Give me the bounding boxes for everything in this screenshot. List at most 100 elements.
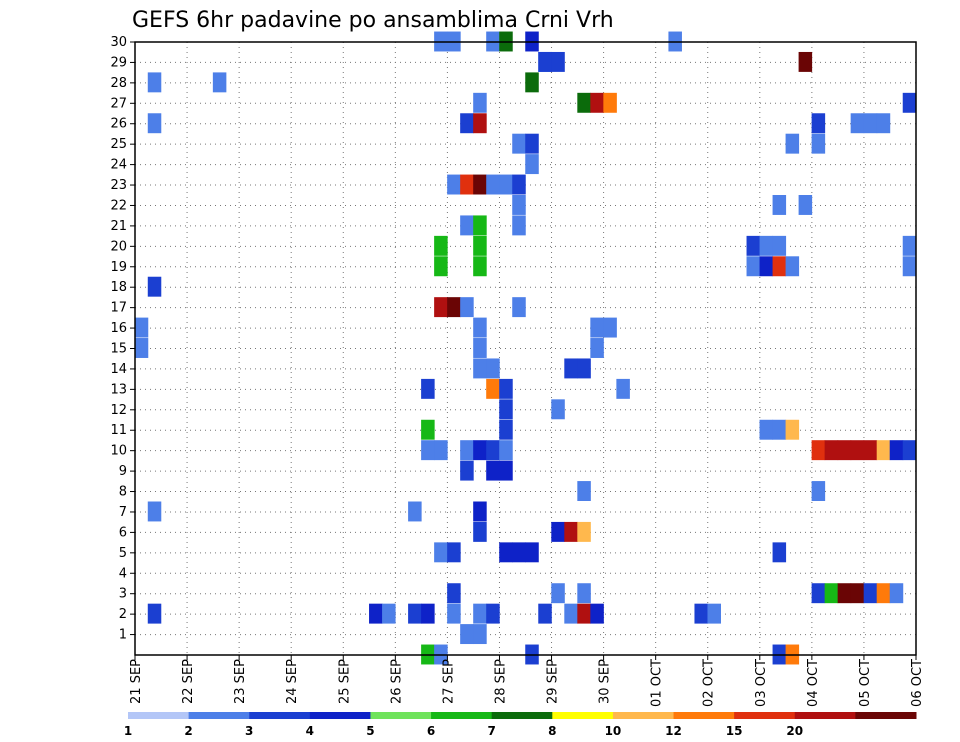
- legend-label: 10: [605, 724, 622, 738]
- legend-swatch: [431, 712, 493, 719]
- heat-cell: [408, 501, 422, 522]
- legend-swatch: [855, 712, 917, 719]
- y-tick-label: 18: [110, 280, 127, 295]
- heat-cell: [434, 440, 448, 461]
- heat-cell: [473, 624, 487, 645]
- heat-cell: [837, 440, 852, 461]
- heat-cell: [486, 378, 500, 399]
- legend-label: 6: [427, 724, 435, 738]
- y-tick-label: 27: [110, 96, 127, 111]
- heat-cell: [486, 358, 500, 379]
- y-axis: 1234567891011121314151617181920212223242…: [110, 35, 135, 643]
- heat-cell: [551, 521, 565, 542]
- y-tick-label: 5: [119, 546, 127, 561]
- heat-cell: [746, 235, 761, 256]
- heat-cell: [785, 256, 800, 277]
- legend-swatch: [188, 712, 250, 719]
- heat-cell: [486, 603, 500, 624]
- heat-cell: [551, 583, 565, 604]
- heat-cell: [902, 440, 917, 461]
- legend-swatch: [128, 712, 190, 719]
- heat-cell: [902, 235, 917, 256]
- heat-cell: [421, 378, 435, 399]
- legend-label: 7: [488, 724, 496, 738]
- heat-cell: [772, 419, 787, 440]
- heat-cell: [811, 113, 826, 134]
- heat-cell: [486, 440, 500, 461]
- heat-cell: [147, 276, 162, 297]
- heat-cell: [499, 542, 513, 563]
- heat-cell: [434, 256, 448, 277]
- y-tick-label: 4: [119, 566, 127, 581]
- y-tick-label: 7: [119, 505, 127, 520]
- heat-cell: [824, 583, 839, 604]
- legend-swatch: [673, 712, 735, 719]
- heat-cell: [603, 317, 617, 338]
- y-tick-label: 21: [110, 219, 127, 234]
- legend-swatch: [612, 712, 675, 719]
- y-tick-label: 28: [110, 76, 127, 91]
- heat-cell: [369, 603, 383, 624]
- heat-cell: [499, 174, 513, 195]
- heat-cell: [512, 215, 526, 236]
- y-tick-label: 9: [119, 464, 127, 479]
- y-tick-label: 8: [119, 485, 127, 500]
- heat-cell: [421, 419, 435, 440]
- x-tick-label: 26 SEP: [389, 659, 404, 704]
- heat-cell: [473, 603, 487, 624]
- heat-cell: [473, 92, 487, 113]
- heat-cell: [902, 256, 917, 277]
- heat-cell: [616, 378, 630, 399]
- heat-cell: [785, 133, 800, 154]
- y-tick-label: 1: [119, 628, 127, 643]
- heat-cell: [863, 113, 878, 134]
- legend-swatch: [491, 712, 553, 719]
- heat-cell: [460, 215, 474, 236]
- x-tick-label: 02 OCT: [702, 659, 717, 707]
- legend-label: 15: [726, 724, 743, 738]
- heat-cell: [577, 603, 591, 624]
- heat-cell: [486, 174, 500, 195]
- legend-label: 1: [124, 724, 132, 738]
- heat-cell: [876, 113, 891, 134]
- heat-cell: [473, 235, 487, 256]
- heat-cell: [590, 92, 604, 113]
- heat-cell: [421, 603, 435, 624]
- heat-cell: [147, 72, 162, 93]
- heat-cell: [876, 583, 891, 604]
- y-tick-label: 22: [110, 198, 127, 213]
- heat-cell: [512, 133, 526, 154]
- heat-cell: [603, 92, 617, 113]
- y-tick-label: 23: [110, 178, 127, 193]
- y-tick-label: 26: [110, 117, 127, 132]
- heat-cell: [564, 358, 578, 379]
- heat-cell: [850, 583, 865, 604]
- legend-swatch: [734, 712, 796, 719]
- heat-cell: [759, 256, 774, 277]
- heat-cell: [590, 338, 604, 358]
- heat-cell: [382, 603, 396, 624]
- heat-cell: [447, 174, 461, 195]
- y-tick-label: 3: [119, 587, 127, 602]
- heat-cell: [212, 72, 227, 93]
- legend-label: 4: [306, 724, 314, 738]
- y-tick-label: 6: [119, 525, 127, 540]
- legend-label: 3: [245, 724, 253, 738]
- heat-cell: [447, 542, 461, 563]
- y-tick-label: 14: [110, 362, 127, 377]
- heat-cell: [811, 481, 826, 501]
- heat-cell: [512, 297, 526, 318]
- heat-cell: [577, 521, 591, 542]
- legend-label: 2: [184, 724, 192, 738]
- x-tick-label: 06 OCT: [910, 659, 925, 707]
- heat-cell: [577, 583, 591, 604]
- heat-cell: [460, 440, 474, 461]
- y-tick-label: 20: [110, 239, 127, 254]
- heat-cell: [147, 501, 162, 522]
- heat-cell: [824, 440, 839, 461]
- heat-cell: [473, 338, 487, 358]
- heat-cell: [811, 440, 826, 461]
- x-tick-label: 27 SEP: [441, 659, 456, 704]
- y-tick-label: 13: [110, 382, 127, 397]
- heat-cell: [538, 51, 552, 72]
